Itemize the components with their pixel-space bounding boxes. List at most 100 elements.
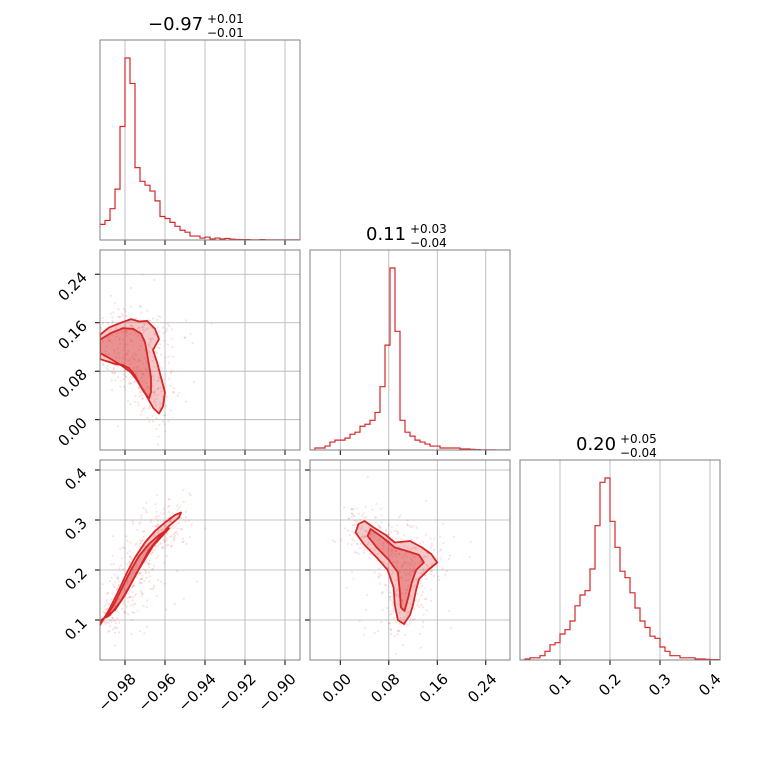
scatter-point xyxy=(118,567,121,570)
scatter-point xyxy=(153,394,156,397)
scatter-point xyxy=(172,526,175,530)
scatter-point xyxy=(139,521,142,524)
scatter-point xyxy=(118,621,121,624)
scatter-point xyxy=(156,544,160,548)
scatter-point xyxy=(139,390,142,393)
scatter-point xyxy=(409,594,412,597)
scatter-point xyxy=(390,612,393,616)
scatter-point xyxy=(110,379,113,382)
scatter-point xyxy=(159,542,163,545)
scatter-point xyxy=(113,349,116,352)
title-0-plus: +0.01 xyxy=(207,12,244,26)
scatter-point xyxy=(139,578,142,581)
scatter-point xyxy=(138,326,141,329)
scatter-point xyxy=(403,545,406,548)
scatter-point xyxy=(117,425,120,428)
scatter-point xyxy=(390,553,393,556)
scatter-point xyxy=(147,407,150,410)
scatter-point xyxy=(149,337,152,340)
scatter-point xyxy=(141,538,144,541)
scatter-point xyxy=(162,545,165,549)
scatter-point xyxy=(95,625,97,627)
x-tick-label: 0.08 xyxy=(367,670,403,706)
scatter-point xyxy=(140,394,143,397)
hist-panel-1 xyxy=(309,249,511,455)
scatter-point xyxy=(377,524,380,527)
scatter-point xyxy=(188,536,191,539)
scatter-point xyxy=(125,605,128,608)
scatter-point xyxy=(421,625,424,628)
scatter-point xyxy=(121,315,124,318)
scatter-point xyxy=(111,371,115,374)
scatter-point xyxy=(394,549,397,552)
scatter-point xyxy=(103,611,107,614)
scatter-point xyxy=(180,528,183,531)
scatter-point xyxy=(116,626,119,630)
axes-frame xyxy=(99,459,301,661)
title-2-plus: +0.05 xyxy=(620,432,657,446)
scatter-point xyxy=(150,518,153,522)
scatter-point xyxy=(151,359,154,363)
scatter-point xyxy=(162,414,165,417)
scatter-point xyxy=(121,356,125,360)
scatter-point xyxy=(122,385,126,388)
scatter-point xyxy=(138,545,141,548)
scatter-point xyxy=(144,388,147,391)
scatter-point xyxy=(144,569,148,573)
scatter-point xyxy=(409,562,412,565)
scatter-point xyxy=(157,578,160,581)
scatter-point xyxy=(102,363,105,366)
scatter-point xyxy=(118,598,121,601)
scatter-point xyxy=(151,414,154,418)
scatter-point xyxy=(166,395,169,398)
scatter-point xyxy=(114,604,117,607)
scatter-point xyxy=(185,400,188,403)
scatter-point xyxy=(142,362,145,365)
scatter-point xyxy=(469,540,472,544)
scatter-point xyxy=(395,524,399,527)
scatter-point xyxy=(433,548,436,551)
scatter-point xyxy=(392,608,395,611)
scatter-point xyxy=(123,611,127,614)
scatter-point xyxy=(151,551,154,555)
scatter-point xyxy=(95,353,97,355)
scatter-point xyxy=(132,357,136,361)
scatter-point xyxy=(138,329,141,332)
scatter-point xyxy=(406,584,410,588)
scatter-point xyxy=(350,508,353,511)
scatter-point xyxy=(162,512,166,515)
scatter-point xyxy=(170,337,173,340)
scatter-point xyxy=(409,620,412,623)
scatter-point xyxy=(158,330,161,333)
scatter-point xyxy=(169,385,172,388)
scatter-point xyxy=(355,523,358,527)
scatter-point xyxy=(182,500,185,504)
scatter-point xyxy=(110,371,113,374)
scatter-point xyxy=(119,547,122,551)
scatter-point xyxy=(138,305,142,308)
scatter-point xyxy=(403,553,406,557)
scatter-point xyxy=(165,330,168,333)
scatter-point xyxy=(158,424,161,427)
y-tick-label: 0.24 xyxy=(54,268,90,304)
scatter-point xyxy=(406,546,409,549)
scatter-point xyxy=(131,571,134,574)
scatter-point xyxy=(389,595,392,598)
scatter-point xyxy=(395,550,399,553)
scatter-point xyxy=(152,391,155,394)
scatter-point xyxy=(163,582,167,585)
scatter-point xyxy=(413,618,416,621)
scatter-point xyxy=(347,517,350,520)
scatter-point xyxy=(380,621,383,624)
scatter-point xyxy=(140,577,143,580)
scatter-point xyxy=(103,620,106,624)
scatter-point xyxy=(138,369,141,372)
scatter-point xyxy=(133,543,136,546)
scatter-point xyxy=(140,410,144,413)
contour-plot-area xyxy=(332,475,472,655)
histogram-step-2 xyxy=(520,477,720,660)
scatter-point xyxy=(127,350,130,353)
scatter-point xyxy=(172,539,175,542)
scatter-point xyxy=(146,309,149,312)
scatter-point xyxy=(110,389,114,392)
